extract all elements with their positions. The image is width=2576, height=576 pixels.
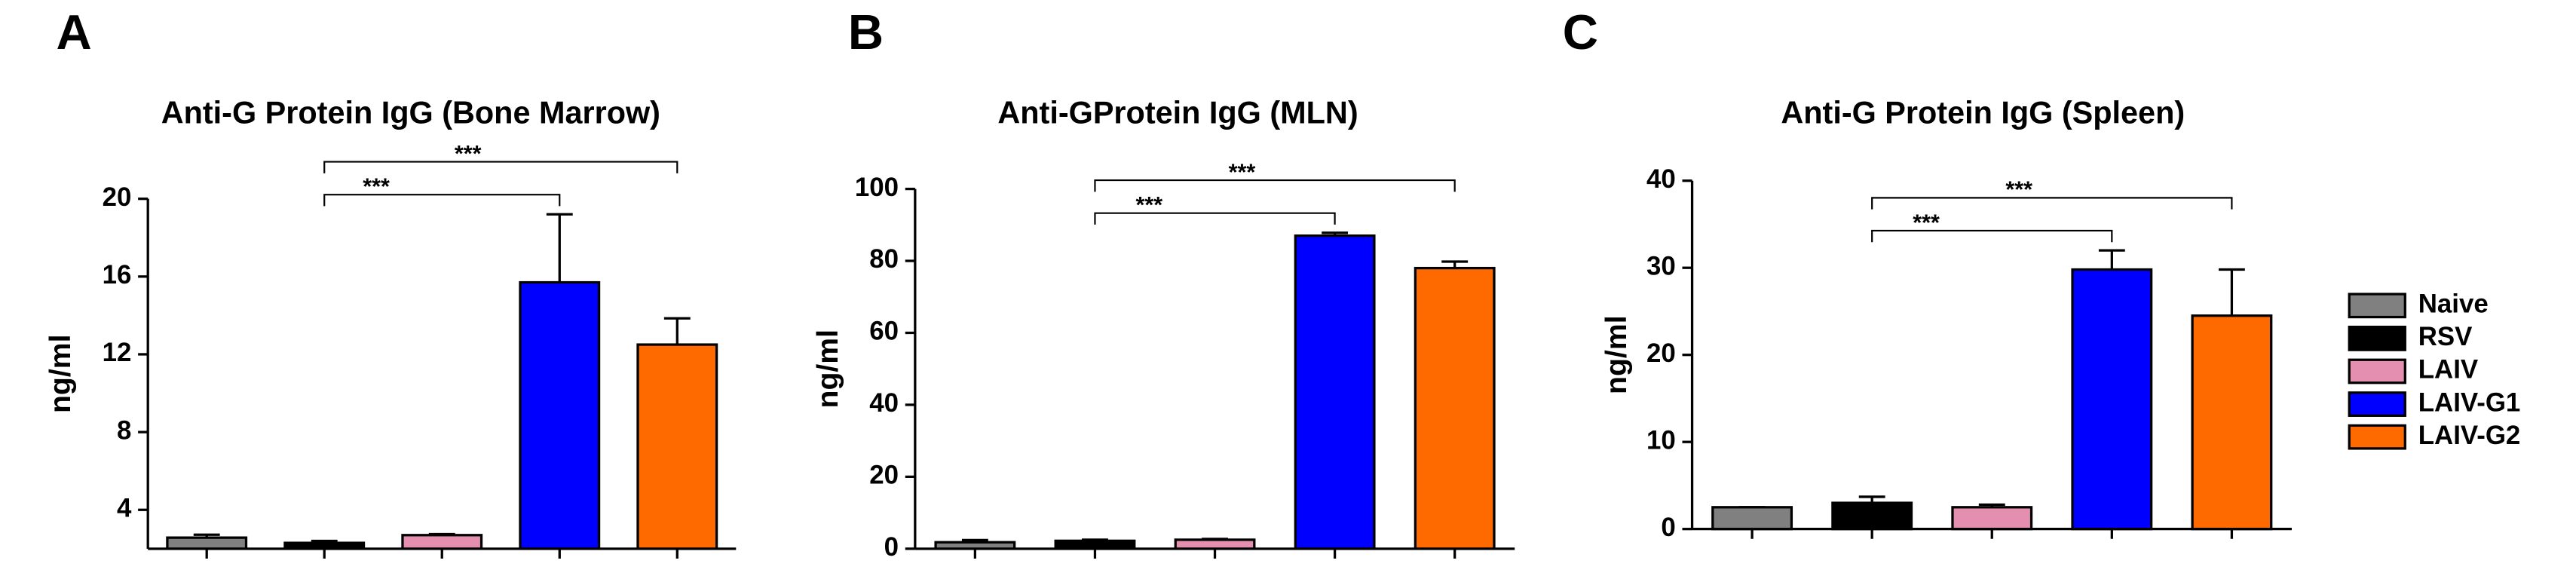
y-tick-label: 4 bbox=[117, 493, 132, 522]
significance-bracket bbox=[1094, 212, 1336, 225]
y-tick-label: 40 bbox=[1646, 164, 1676, 194]
panel-label: B bbox=[848, 5, 884, 60]
significance-label: *** bbox=[1229, 159, 1256, 185]
y-axis-label: ng/ml bbox=[44, 334, 77, 413]
significance-label: *** bbox=[363, 173, 390, 199]
legend-swatch bbox=[2348, 293, 2406, 319]
legend-label: LAIV-G1 bbox=[2418, 388, 2521, 417]
bar bbox=[1831, 501, 1913, 531]
significance-label: *** bbox=[2005, 177, 2032, 203]
significance-label: *** bbox=[1136, 192, 1163, 218]
bar bbox=[519, 280, 601, 550]
significance-bracket bbox=[1871, 197, 2233, 210]
bar bbox=[166, 536, 248, 550]
y-tick-label: 0 bbox=[884, 532, 899, 562]
legend-swatch bbox=[2348, 391, 2406, 417]
significance-bracket bbox=[1094, 179, 1456, 192]
chart-title: Anti-G Protein IgG (Spleen) bbox=[1781, 95, 2185, 130]
y-tick-label: 8 bbox=[117, 415, 131, 445]
bar bbox=[1711, 506, 1793, 531]
y-tick-label: 10 bbox=[1646, 425, 1676, 455]
legend-label: LAIV bbox=[2418, 355, 2479, 385]
chart-title: Anti-G Protein IgG (Bone Marrow) bbox=[161, 95, 660, 130]
bar bbox=[1951, 506, 2033, 531]
bar bbox=[636, 343, 718, 550]
bar bbox=[1414, 266, 1496, 550]
y-tick-label: 20 bbox=[1646, 339, 1676, 368]
y-tick-label: 60 bbox=[869, 317, 899, 346]
y-tick-label: 20 bbox=[869, 461, 899, 490]
legend-label: LAIV-G2 bbox=[2418, 421, 2521, 450]
y-axis-label: ng/ml bbox=[1600, 315, 1633, 394]
panel-label: C bbox=[1563, 5, 1598, 60]
chart-title: Anti-GProtein IgG (MLN) bbox=[997, 95, 1358, 130]
bar bbox=[1174, 538, 1256, 550]
y-tick-label: 12 bbox=[103, 338, 132, 367]
legend-label: RSV bbox=[2418, 322, 2473, 351]
legend-swatch bbox=[2348, 326, 2406, 351]
significance-bracket bbox=[323, 161, 678, 173]
bar bbox=[1294, 234, 1376, 550]
y-tick-label: 16 bbox=[103, 260, 132, 290]
y-tick-label: 40 bbox=[869, 388, 899, 418]
panel-label: A bbox=[57, 5, 92, 60]
significance-bracket bbox=[1871, 229, 2113, 243]
bar bbox=[934, 541, 1016, 550]
y-tick-label: 80 bbox=[869, 244, 899, 274]
significance-label: *** bbox=[455, 141, 482, 167]
y-tick-label: 20 bbox=[103, 182, 132, 212]
bar bbox=[401, 534, 483, 550]
significance-bracket bbox=[323, 194, 561, 207]
y-tick-label: 0 bbox=[1661, 513, 1675, 542]
y-tick-label: 100 bbox=[855, 173, 899, 202]
y-axis-label: ng/ml bbox=[811, 329, 844, 409]
bar bbox=[2191, 314, 2273, 531]
y-tick-label: 30 bbox=[1646, 251, 1676, 280]
legend-swatch bbox=[2348, 358, 2406, 385]
bar bbox=[2071, 268, 2153, 531]
legend-label: Naive bbox=[2418, 290, 2489, 319]
legend-swatch bbox=[2348, 424, 2406, 450]
significance-label: *** bbox=[1913, 210, 1940, 235]
bar bbox=[1054, 539, 1136, 550]
bar bbox=[283, 541, 366, 550]
